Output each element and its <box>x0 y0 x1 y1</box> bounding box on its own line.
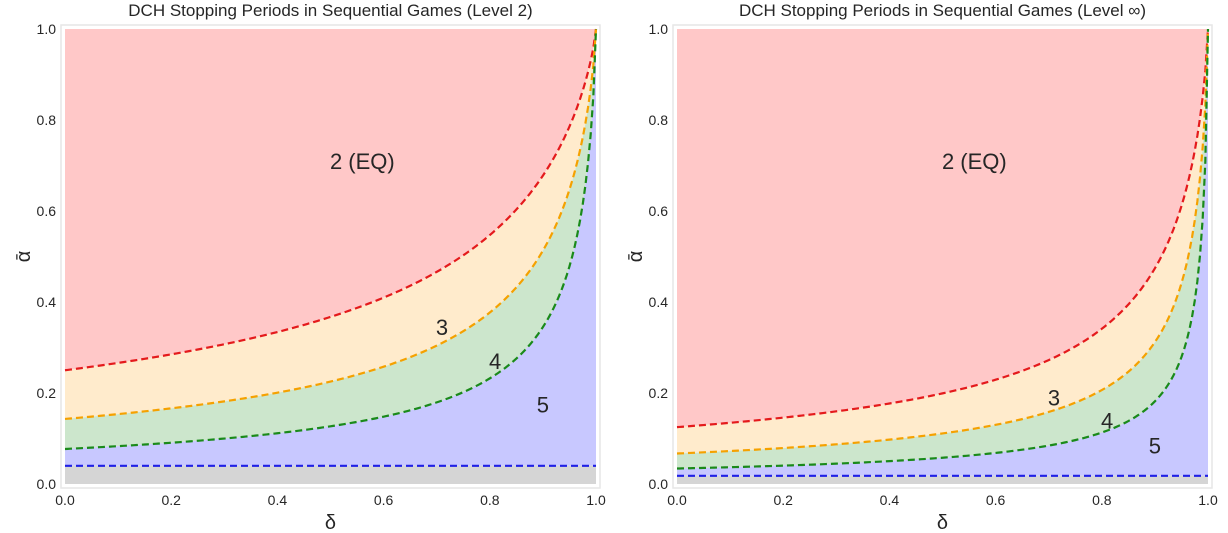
region-label: 4 <box>1101 408 1113 433</box>
x-tick-label: 0.2 <box>161 492 181 508</box>
chart-panel-1: DCH Stopping Periods in Sequential Games… <box>13 1 606 533</box>
x-tick-label: 0.0 <box>667 492 687 508</box>
region-fill-2 <box>677 29 1208 428</box>
x-tick-label: 0.2 <box>773 492 793 508</box>
region-fill-5 <box>677 29 1208 476</box>
region-fill-base <box>65 465 596 484</box>
y-tick-label: 0.8 <box>37 112 57 128</box>
y-tick-label: 0.2 <box>649 385 669 401</box>
chart-panel-2: DCH Stopping Periods in Sequential Games… <box>625 1 1218 533</box>
region-label: 5 <box>537 392 549 417</box>
plot-frame <box>60 24 601 489</box>
region-label: 4 <box>489 349 501 374</box>
region-label: 2 (EQ) <box>942 149 1007 174</box>
chart-title: DCH Stopping Periods in Sequential Games… <box>739 1 1146 20</box>
x-tick-label: 1.0 <box>1198 492 1218 508</box>
x-tick-label: 0.4 <box>880 492 900 508</box>
region-label: 5 <box>1149 433 1161 458</box>
boundary-line-3 <box>64 28 598 451</box>
y-axis-label: ᾱ <box>13 251 35 263</box>
plot-frame <box>672 24 1213 489</box>
y-tick-label: 0.0 <box>649 476 669 492</box>
y-tick-label: 0.6 <box>37 203 57 219</box>
y-tick-label: 0.8 <box>649 112 669 128</box>
region-label: 3 <box>436 315 448 340</box>
y-tick-label: 1.0 <box>37 21 57 37</box>
boundary-line-2 <box>676 28 1210 455</box>
x-tick-label: 0.4 <box>268 492 288 508</box>
x-axis-label: δ <box>325 512 336 533</box>
y-tick-label: 0.4 <box>37 294 57 310</box>
y-tick-label: 0.4 <box>649 294 669 310</box>
region-fill-4 <box>65 29 596 449</box>
x-tick-label: 1.0 <box>586 492 606 508</box>
region-fill-5 <box>65 29 596 466</box>
y-axis-label: ᾱ <box>625 251 647 263</box>
y-tick-label: 1.0 <box>649 21 669 37</box>
y-tick-label: 0.2 <box>37 385 57 401</box>
x-tick-label: 0.6 <box>986 492 1006 508</box>
boundary-line-1 <box>676 28 1210 429</box>
x-tick-label: 0.8 <box>1092 492 1112 508</box>
boundary-line-2 <box>64 28 598 421</box>
y-tick-label: 0.6 <box>649 203 669 219</box>
boundary-line-3 <box>676 28 1210 470</box>
x-tick-label: 0.8 <box>480 492 500 508</box>
x-axis-label: δ <box>937 512 948 533</box>
region-fill-2 <box>65 29 596 371</box>
region-label: 2 (EQ) <box>330 149 395 174</box>
x-tick-label: 0.6 <box>374 492 394 508</box>
region-fill-3 <box>65 29 596 419</box>
chart-title: DCH Stopping Periods in Sequential Games… <box>128 1 532 20</box>
y-tick-label: 0.0 <box>37 476 57 492</box>
region-label: 3 <box>1048 386 1060 411</box>
region-fill-base <box>677 475 1208 484</box>
x-tick-label: 0.0 <box>55 492 75 508</box>
boundary-line-1 <box>64 28 598 372</box>
